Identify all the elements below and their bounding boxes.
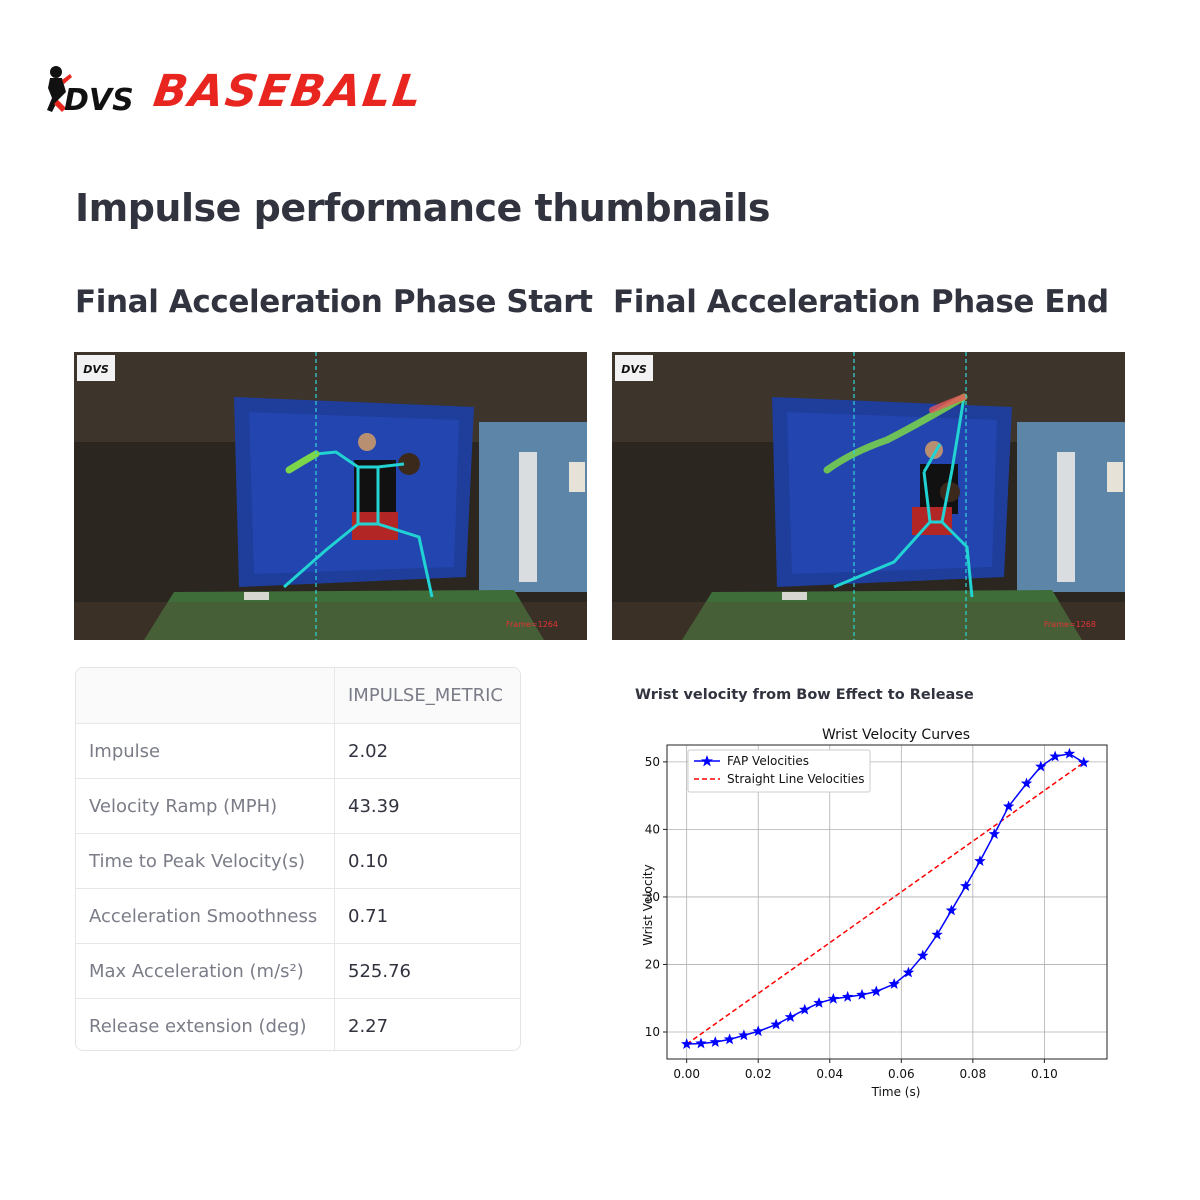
data-point-fap bbox=[917, 949, 929, 961]
metric-label: Time to Peak Velocity(s) bbox=[76, 833, 335, 889]
data-point-fap bbox=[959, 880, 972, 891]
metric-value: 2.02 bbox=[334, 723, 520, 779]
y-tick-label: 40 bbox=[645, 822, 660, 836]
metric-value: 0.71 bbox=[334, 888, 520, 944]
y-tick-label: 50 bbox=[645, 755, 660, 769]
table-header-row: IMPULSE_METRIC bbox=[76, 668, 520, 724]
logo-mark: DVS bbox=[64, 83, 134, 118]
data-point-fap bbox=[1020, 777, 1033, 789]
data-point-fap bbox=[1049, 750, 1061, 762]
plot-frame bbox=[666, 744, 1108, 1060]
metric-label: Velocity Ramp (MPH) bbox=[76, 778, 335, 834]
chart-legend: FAP Velocities Straight Line Velocities bbox=[687, 749, 871, 793]
series-line-straight bbox=[686, 761, 1085, 1045]
data-point-fap bbox=[770, 1018, 782, 1030]
data-point-fap bbox=[752, 1025, 764, 1037]
logo-text: BASEBALL bbox=[150, 66, 427, 117]
x-tick-label: 0.00 bbox=[673, 1067, 700, 1081]
chart-caption: Wrist velocity from Bow Effect to Releas… bbox=[635, 687, 974, 703]
data-point-fap bbox=[841, 990, 854, 1002]
table-row: Max Acceleration (m/s²) 525.76 bbox=[76, 943, 520, 999]
table-row: Impulse 2.02 bbox=[76, 723, 520, 779]
table-row: Acceleration Smoothness 0.71 bbox=[76, 888, 520, 944]
table-row: Release extension (deg) 2.27 bbox=[76, 998, 520, 1050]
end-phase-thumbnail: DVS Frame=1268 bbox=[612, 352, 1125, 640]
data-point-fap bbox=[902, 966, 915, 978]
data-point-fap bbox=[870, 985, 882, 997]
data-point-fap bbox=[888, 978, 900, 989]
table-row: Time to Peak Velocity(s) 0.10 bbox=[76, 833, 520, 889]
data-point-fap bbox=[1035, 760, 1047, 772]
metric-label: Acceleration Smoothness bbox=[76, 888, 335, 944]
data-point-fap bbox=[945, 904, 958, 916]
pitcher-logo-icon: DVS bbox=[47, 66, 134, 118]
index-header bbox=[76, 668, 335, 724]
data-point-fap bbox=[974, 855, 986, 866]
x-tick-label: 0.08 bbox=[959, 1067, 986, 1081]
metric-label: Release extension (deg) bbox=[76, 998, 335, 1050]
end-frame-label: Frame=1268 bbox=[1044, 620, 1096, 629]
y-tick-label: 30 bbox=[645, 890, 660, 904]
chart-xlabel: Time (s) bbox=[871, 1085, 921, 1099]
metric-value: 0.10 bbox=[334, 833, 520, 889]
y-tick-label: 10 bbox=[645, 1025, 660, 1039]
x-tick-label: 0.02 bbox=[745, 1067, 772, 1081]
start-thumbnail-heading: Final Acceleration Phase Start bbox=[75, 284, 593, 320]
metric-label: Max Acceleration (m/s²) bbox=[76, 943, 335, 999]
legend-label-straight: Straight Line Velocities bbox=[727, 772, 864, 786]
wrist-velocity-chart: Wrist Velocity Curves Time (s) Wrist Vel… bbox=[620, 715, 1120, 1115]
data-point-fap bbox=[784, 1011, 797, 1022]
start-phase-thumbnail: DVS Frame=1264 bbox=[74, 352, 587, 640]
data-point-fap bbox=[931, 928, 943, 940]
chart-svg: Wrist Velocity Curves Time (s) Wrist Vel… bbox=[641, 727, 1108, 1099]
data-point-fap bbox=[695, 1037, 707, 1049]
data-point-fap bbox=[1063, 747, 1076, 759]
data-point-fap bbox=[988, 828, 1001, 839]
x-tick-label: 0.10 bbox=[1031, 1067, 1058, 1081]
table-row: Velocity Ramp (MPH) 43.39 bbox=[76, 778, 520, 834]
axis-ticks: 0.00 0.02 0.04 0.06 0.08 0.10 10 20 30 40 50 bbox=[645, 755, 1058, 1081]
data-point-fap bbox=[723, 1033, 736, 1045]
brand-logo: DVS BASEBALL bbox=[44, 62, 504, 124]
data-point-fap bbox=[1078, 756, 1090, 768]
pitcher-figure bbox=[352, 433, 420, 540]
data-point-fap bbox=[813, 996, 825, 1008]
impulse-metrics-table: IMPULSE_METRIC Impulse 2.02 Velocity Ram… bbox=[75, 667, 521, 1051]
start-thumb-watermark: DVS bbox=[83, 363, 109, 376]
metric-label: Impulse bbox=[76, 723, 335, 779]
end-thumbnail-heading: Final Acceleration Phase End bbox=[613, 284, 1109, 320]
x-tick-label: 0.04 bbox=[816, 1067, 843, 1081]
data-point-fap bbox=[856, 988, 868, 1000]
data-point-fap bbox=[738, 1029, 750, 1041]
legend-label-fap: FAP Velocities bbox=[727, 754, 809, 768]
data-point-fap bbox=[827, 992, 840, 1004]
data-point-fap bbox=[799, 1003, 811, 1015]
page-title: Impulse performance thumbnails bbox=[75, 186, 770, 230]
pose-skeleton bbox=[283, 450, 434, 598]
x-tick-label: 0.06 bbox=[888, 1067, 915, 1081]
end-thumb-watermark: DVS bbox=[621, 363, 647, 376]
data-point-fap bbox=[709, 1036, 721, 1047]
legend-box bbox=[687, 749, 871, 793]
column-header: IMPULSE_METRIC bbox=[334, 668, 520, 724]
chart-ylabel: Wrist Velocity bbox=[641, 864, 655, 945]
data-point-fap bbox=[1002, 800, 1015, 812]
metric-value: 525.76 bbox=[334, 943, 520, 999]
series-line-fap bbox=[686, 752, 1085, 1045]
start-frame-label: Frame=1264 bbox=[506, 620, 558, 629]
y-tick-label: 20 bbox=[645, 957, 660, 971]
metric-value: 2.27 bbox=[348, 1015, 389, 1037]
data-point-fap bbox=[680, 1038, 693, 1049]
star-icon bbox=[701, 755, 713, 767]
chart-title: Wrist Velocity Curves bbox=[822, 727, 970, 743]
metric-value: 43.39 bbox=[334, 778, 520, 834]
series-layer bbox=[680, 747, 1090, 1049]
